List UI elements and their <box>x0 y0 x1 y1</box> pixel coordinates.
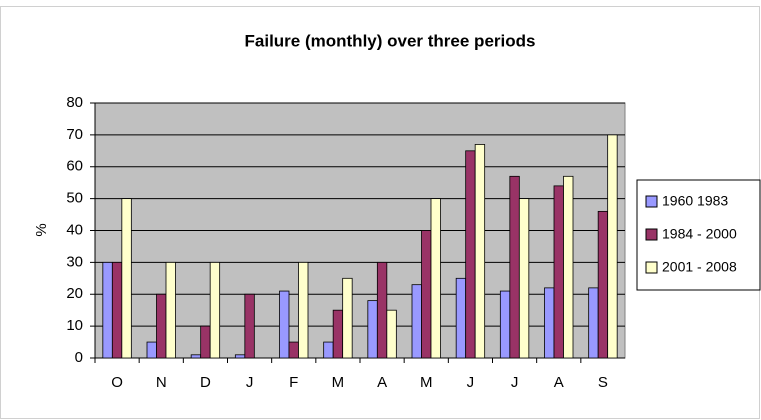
y-tick-label: 60 <box>66 158 83 175</box>
bar <box>499 290 511 359</box>
y-tick-label: 0 <box>75 349 83 366</box>
bar <box>190 354 202 359</box>
y-tick-label: 30 <box>66 253 83 270</box>
bar <box>553 185 564 359</box>
bar <box>474 144 486 359</box>
bar <box>102 261 113 359</box>
bar <box>588 287 599 359</box>
bar <box>121 198 132 359</box>
bar <box>518 198 530 359</box>
y-tick-label: 80 <box>66 94 83 111</box>
bar <box>279 290 290 359</box>
y-axis-label: % <box>33 223 50 236</box>
legend-swatch <box>645 228 658 241</box>
x-tick-label: J <box>511 374 519 391</box>
legend-swatch <box>645 195 658 208</box>
bar <box>367 300 378 359</box>
bar <box>111 261 123 359</box>
bar <box>298 261 309 359</box>
x-tick-label: M <box>332 374 345 391</box>
bar <box>146 341 157 359</box>
x-tick-label: S <box>598 374 608 391</box>
bar <box>342 277 353 359</box>
bar <box>288 341 299 359</box>
bar <box>332 309 344 359</box>
legend-swatch <box>645 261 658 274</box>
bar <box>544 287 555 359</box>
bar <box>234 354 246 359</box>
bar <box>376 261 388 359</box>
y-tick-label: 10 <box>66 317 83 334</box>
x-tick-label: O <box>111 374 123 391</box>
bar <box>421 230 432 359</box>
x-tick-label: D <box>200 374 211 391</box>
x-tick-label: J <box>467 374 475 391</box>
legend-label: 1984 - 2000 <box>662 226 737 242</box>
y-tick-label: 70 <box>66 126 83 143</box>
bar <box>597 210 609 359</box>
bar <box>563 175 574 359</box>
bar <box>455 277 467 359</box>
bar <box>209 261 221 359</box>
x-tick-label: F <box>289 374 298 391</box>
x-tick-label: A <box>554 374 564 391</box>
chart-title: Failure (monthly) over three periods <box>245 31 536 50</box>
legend-label: 1960 1983 <box>662 193 728 209</box>
x-tick-label: N <box>156 374 167 391</box>
bar <box>411 284 422 359</box>
bar <box>607 134 618 359</box>
bar <box>156 293 167 359</box>
y-tick-label: 20 <box>66 285 83 302</box>
bar <box>386 309 397 359</box>
x-tick-label: M <box>420 374 433 391</box>
x-tick-label: A <box>377 374 387 391</box>
bar <box>465 150 476 359</box>
bar <box>244 293 255 359</box>
bar <box>430 198 441 359</box>
bar <box>165 261 176 359</box>
y-tick-label: 50 <box>66 190 83 207</box>
bar <box>323 341 334 359</box>
bar <box>509 175 520 359</box>
y-tick-label: 40 <box>66 221 83 238</box>
bar <box>200 325 211 359</box>
legend-label: 2001 - 2008 <box>662 259 737 275</box>
x-tick-label: J <box>246 374 254 391</box>
